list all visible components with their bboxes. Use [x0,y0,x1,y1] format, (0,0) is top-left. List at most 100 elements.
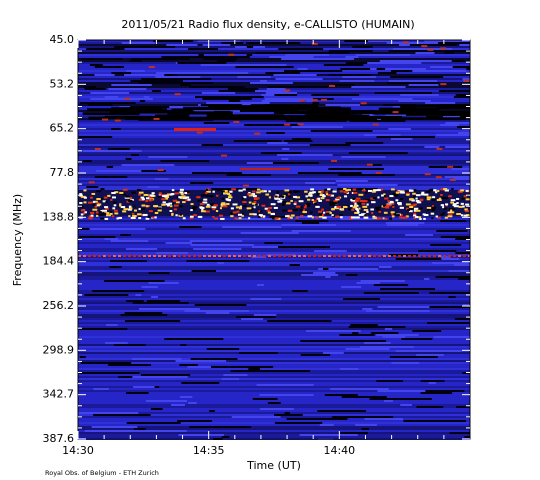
burst-pixel [154,211,159,214]
burst-pixel [80,209,86,212]
spectrum-row [78,62,470,64]
spectrum-row [78,436,470,438]
burst-pixel [405,203,411,206]
spectrum-row [78,380,470,382]
burst-pixel [242,201,247,204]
spectrum-streak [300,354,331,356]
spectrum-streak [420,380,445,382]
burst-pixel [381,194,384,197]
burst-pixel [252,190,256,193]
burst-pixel [328,211,332,214]
burst-pixel [395,191,400,194]
burst-pixel [373,189,378,192]
burst-pixel [451,208,456,211]
burst-pixel [129,207,133,210]
burst-pixel [169,209,173,212]
spectrum-streak [190,244,254,246]
burst-pixel [327,194,332,197]
red-spot [157,169,164,172]
burst-pixel [456,202,459,205]
spectrum-streak [439,90,470,92]
spectrum-streak [374,92,432,94]
burst-pixel [111,215,115,218]
spectrum-streak [428,382,436,384]
burst-pixel [114,212,119,215]
spectrum-streak [152,90,161,92]
spectrum-row [78,300,470,302]
burst-pixel [122,210,127,213]
burst-pixel [298,200,304,203]
burst-pixel [258,214,263,217]
red-spot [427,48,434,51]
spectrum-row [78,376,470,378]
spectrum-streak [90,98,153,100]
red-line [388,255,391,257]
spectrum-streak [188,402,197,404]
spectrum-streak [284,412,290,414]
burst-pixel [154,216,157,219]
burst-pixel [465,203,470,206]
burst-pixel [410,207,415,210]
spectrum-streak [141,78,198,80]
spectrum-streak [139,100,146,102]
burst-pixel [321,190,324,193]
burst-pixel [451,188,454,191]
footer: Royal Obs. of Belgium - ETH Zurich [45,469,159,477]
dark-band [238,117,295,121]
burst-pixel [425,191,431,194]
spectrum-streak [197,40,241,42]
spectrum-row [78,260,470,262]
burst-pixel [267,211,271,214]
burst-pixel [283,201,286,204]
burst-pixel [325,211,329,214]
spectrum-row [78,364,470,366]
burst-pixel [149,194,154,197]
spectrum-streak [462,304,470,306]
burst-pixel [406,209,410,212]
burst-pixel [442,206,445,209]
burst-pixel [114,191,119,194]
burst-pixel [182,217,186,220]
y-tick-label: 342.7 [43,388,75,401]
spectrum-streak [273,74,317,76]
spectrum-streak [433,336,470,338]
red-spot [421,45,428,48]
burst-pixel [354,211,360,214]
spectrum-streak [451,168,470,170]
burst-pixel [92,203,95,206]
burst-pixel [303,206,307,209]
spectrum-streak [468,54,470,56]
burst-pixel [202,194,208,197]
spectrum-streak [300,340,350,342]
spectrum-streak [86,186,99,188]
spectrum-row [78,306,470,308]
spectrum-streak [225,378,240,380]
burst-pixel [325,212,330,215]
spectrum-streak [456,126,470,128]
spectrum-streak [390,138,413,140]
red-line [398,255,401,257]
red-spot [402,41,409,44]
spectrum-streak [202,44,231,46]
spectrum-streak [184,310,250,312]
spectrum-streak [370,68,377,70]
burst-pixel [293,190,296,193]
spectrum-streak [309,144,351,146]
burst-pixel [343,205,348,208]
spectrum-row [78,234,470,236]
burst-pixel [413,195,416,198]
spectrum-streak [261,100,302,102]
spectrum-streak [400,404,413,406]
spectrum-streak [179,364,198,366]
red-line [413,255,416,257]
spectrum-streak [130,430,187,432]
spectrum-streak [448,270,470,272]
burst-pixel [313,200,317,203]
burst-pixel [248,217,251,220]
spectrum-row [78,58,470,60]
spectrum-streak [80,362,132,364]
burst-pixel [168,193,173,196]
burst-pixel [307,196,310,199]
spectrum-row [78,346,470,348]
spectrum-streak [430,66,453,68]
